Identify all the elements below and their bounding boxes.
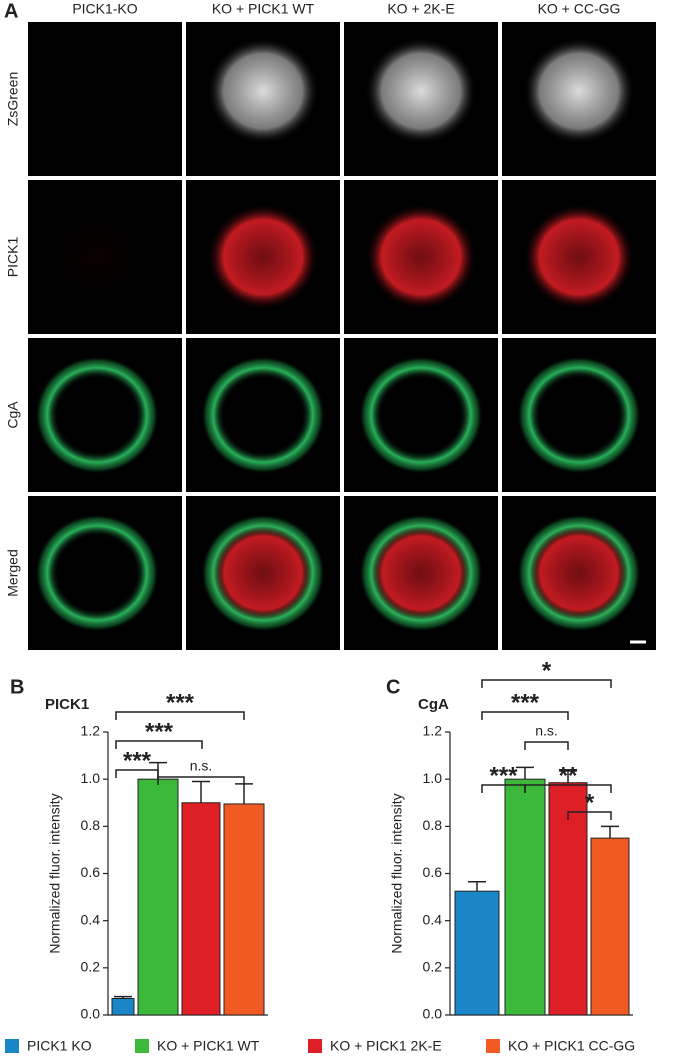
micrograph [186, 496, 340, 650]
micrograph [344, 180, 498, 334]
micrograph [28, 338, 182, 492]
y-tick-label: 0.0 [81, 1006, 101, 1022]
micrograph-background [28, 22, 182, 176]
cell-signal [207, 37, 319, 145]
y-tick-label: 1.2 [423, 723, 443, 739]
bar [454, 890, 500, 1016]
legend-label: KO + PICK1 CC-GG [508, 1038, 635, 1054]
row-header: CgA [5, 401, 21, 429]
significance-bracket [115, 740, 203, 749]
column-header: KO + 2K-E [387, 1, 454, 17]
cell-signal [523, 203, 635, 311]
significance-label: * [542, 657, 552, 684]
bar [137, 778, 179, 1016]
cell-signal [517, 356, 641, 474]
bar [181, 802, 221, 1016]
chart-title: PICK1 [45, 696, 89, 713]
legend-swatch [486, 1039, 500, 1053]
significance-label: *** [489, 762, 518, 789]
legend-label: PICK1 KO [27, 1038, 92, 1054]
y-tick-label: 0.6 [423, 864, 443, 880]
y-tick-label: 0.0 [423, 1006, 443, 1022]
cell-signal [41, 203, 153, 311]
micrograph [502, 22, 656, 176]
y-tick-label: 1.0 [81, 770, 101, 786]
micrograph [502, 180, 656, 334]
legend-label: KO + PICK1 WT [157, 1038, 260, 1054]
cell-signal [365, 37, 477, 145]
micrograph [344, 338, 498, 492]
micrograph [502, 496, 656, 650]
significance-label: * [585, 789, 595, 816]
legend-swatch [5, 1039, 19, 1053]
significance-bracket [481, 711, 569, 720]
significance-bracket [524, 784, 612, 793]
legend-swatch [308, 1039, 322, 1053]
legend-label: KO + PICK1 2K-E [330, 1038, 442, 1054]
panel-letter: A [4, 0, 18, 22]
micrograph [186, 338, 340, 492]
column-header: PICK1-KO [72, 1, 137, 17]
y-axis-label: Normalized fluor. intensity [47, 793, 63, 953]
micrograph [28, 22, 182, 176]
cell-signal [35, 356, 159, 474]
significance-bracket [481, 679, 612, 688]
significance-label: n.s. [535, 723, 558, 739]
cell-signal [201, 356, 325, 474]
panel-letter: C [386, 676, 400, 698]
y-tick-label: 1.2 [81, 723, 101, 739]
significance-bracket [115, 769, 159, 778]
y-tick-label: 1.0 [423, 770, 443, 786]
cell-signal [365, 203, 477, 311]
y-tick-label: 0.8 [423, 817, 443, 833]
significance-label: *** [123, 747, 152, 774]
micrograph [344, 22, 498, 176]
cell-signal [207, 203, 319, 311]
y-tick-label: 0.8 [81, 817, 101, 833]
micrograph [344, 496, 498, 650]
significance-bracket [157, 776, 245, 785]
bar [223, 803, 265, 1016]
significance-label: *** [511, 689, 540, 716]
cell-signal [35, 514, 159, 632]
bar [590, 837, 630, 1016]
bar [548, 782, 588, 1016]
cell-signal [523, 37, 635, 145]
cell-signal [359, 514, 483, 632]
y-tick-label: 0.6 [81, 864, 101, 880]
y-axis-label: Normalized fluor. intensity [389, 793, 405, 953]
row-header: PICK1 [5, 237, 21, 278]
column-header: KO + CC-GG [538, 1, 621, 17]
bar [504, 778, 546, 1016]
y-tick-label: 0.4 [423, 911, 443, 927]
y-tick-label: 0.2 [81, 959, 101, 975]
significance-label: *** [166, 689, 195, 716]
panel-letter: B [10, 676, 24, 698]
cell-signal [517, 514, 641, 632]
legend-swatch [135, 1039, 149, 1053]
column-header: KO + PICK1 WT [212, 1, 315, 17]
micrograph [502, 338, 656, 492]
significance-label: ** [559, 762, 578, 789]
micrograph [186, 22, 340, 176]
row-header: Merged [5, 549, 21, 596]
significance-bracket [524, 741, 569, 750]
significance-label: n.s. [190, 758, 213, 774]
row-header: ZsGreen [5, 72, 21, 126]
y-tick-label: 0.2 [423, 959, 443, 975]
significance-bracket [567, 811, 612, 820]
cell-signal [201, 514, 325, 632]
micrograph [28, 180, 182, 334]
bar [111, 997, 135, 1016]
micrograph [28, 496, 182, 650]
y-tick-label: 0.4 [81, 911, 101, 927]
significance-label: *** [145, 718, 174, 745]
cell-signal [359, 356, 483, 474]
micrograph [186, 180, 340, 334]
chart-title: CgA [418, 696, 449, 713]
significance-bracket [115, 711, 245, 720]
